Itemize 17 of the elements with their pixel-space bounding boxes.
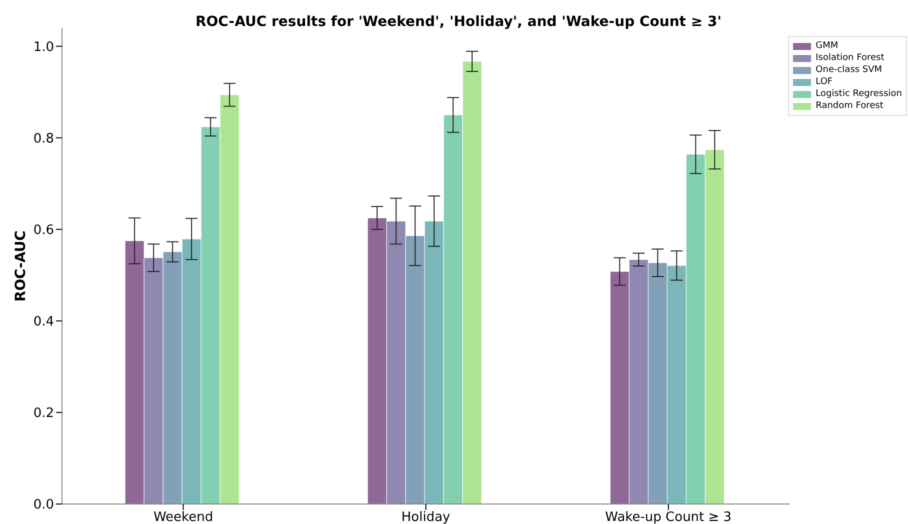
legend-label: Random Forest xyxy=(816,100,884,112)
legend-label: LOF xyxy=(816,76,833,88)
chart-title: ROC-AUC results for 'Weekend', 'Holiday', and 'Wake-up Count ≥ 3' xyxy=(194,14,722,30)
y-tick-label: 0.6 xyxy=(33,223,54,238)
y-tick-label: 0.4 xyxy=(33,314,54,330)
legend-label: Isolation Forest xyxy=(816,52,884,64)
legend-label: Logistic Regression xyxy=(816,88,902,100)
y-tick-label: 0.8 xyxy=(33,131,54,146)
x-tick-label: Holiday xyxy=(401,510,451,524)
x-tick-label: Weekend xyxy=(153,510,214,524)
legend-label: GMM xyxy=(816,40,838,52)
y-tick-label: 0.2 xyxy=(33,406,54,422)
y-tick-label: 0.0 xyxy=(33,498,54,513)
legend-label: One-class SVM xyxy=(816,64,882,76)
x-tick-label: Wake-up Count ≥ 3 xyxy=(605,510,732,524)
y-axis-title: ROC-AUC xyxy=(12,230,29,302)
y-tick-label: 1.0 xyxy=(33,40,54,55)
